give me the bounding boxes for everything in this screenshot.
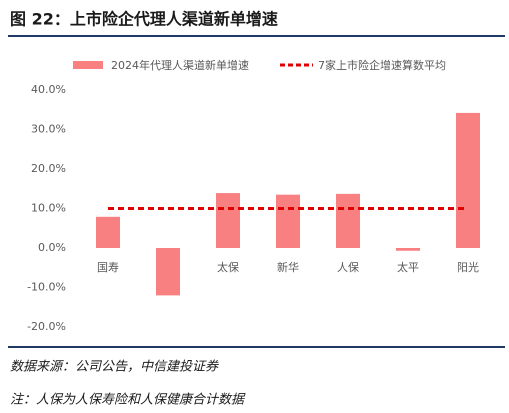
x-tick-label: 人保 [337, 260, 359, 274]
bar [156, 248, 180, 296]
y-tick-label: 30.0% [31, 123, 66, 136]
bar [96, 216, 120, 248]
legend-label: 2024年代理人渠道新单增速 [111, 58, 249, 72]
y-tick-label: -20.0% [27, 320, 66, 333]
bar [336, 193, 360, 248]
bar [216, 193, 240, 248]
y-tick-label: 40.0% [31, 83, 66, 96]
x-tick-label: 国寿 [97, 260, 119, 274]
legend-swatch [73, 61, 103, 69]
x-tick-label: 太平 [397, 261, 419, 274]
y-tick-label: -10.0% [27, 281, 66, 294]
source: 数据来源：公司公告，中信建投证券 [10, 360, 219, 375]
bar [396, 248, 420, 251]
legend-label: 7家上市险企增速算数平均 [318, 58, 446, 72]
x-tick-label: 太保 [217, 260, 239, 274]
x-tick-label: 阳光 [457, 260, 479, 274]
bar [276, 194, 300, 248]
y-tick-label: 20.0% [31, 162, 66, 175]
x-tick-label: 新华 [277, 260, 299, 274]
y-tick-label: 0.0% [38, 241, 66, 254]
chart-title: 图 22：上市险企代理人渠道新单增速 [10, 10, 278, 29]
bar [456, 112, 480, 248]
y-tick-label: 10.0% [31, 202, 66, 215]
note: 注：人保为人保寿险和人保健康合计数据 [10, 392, 246, 408]
